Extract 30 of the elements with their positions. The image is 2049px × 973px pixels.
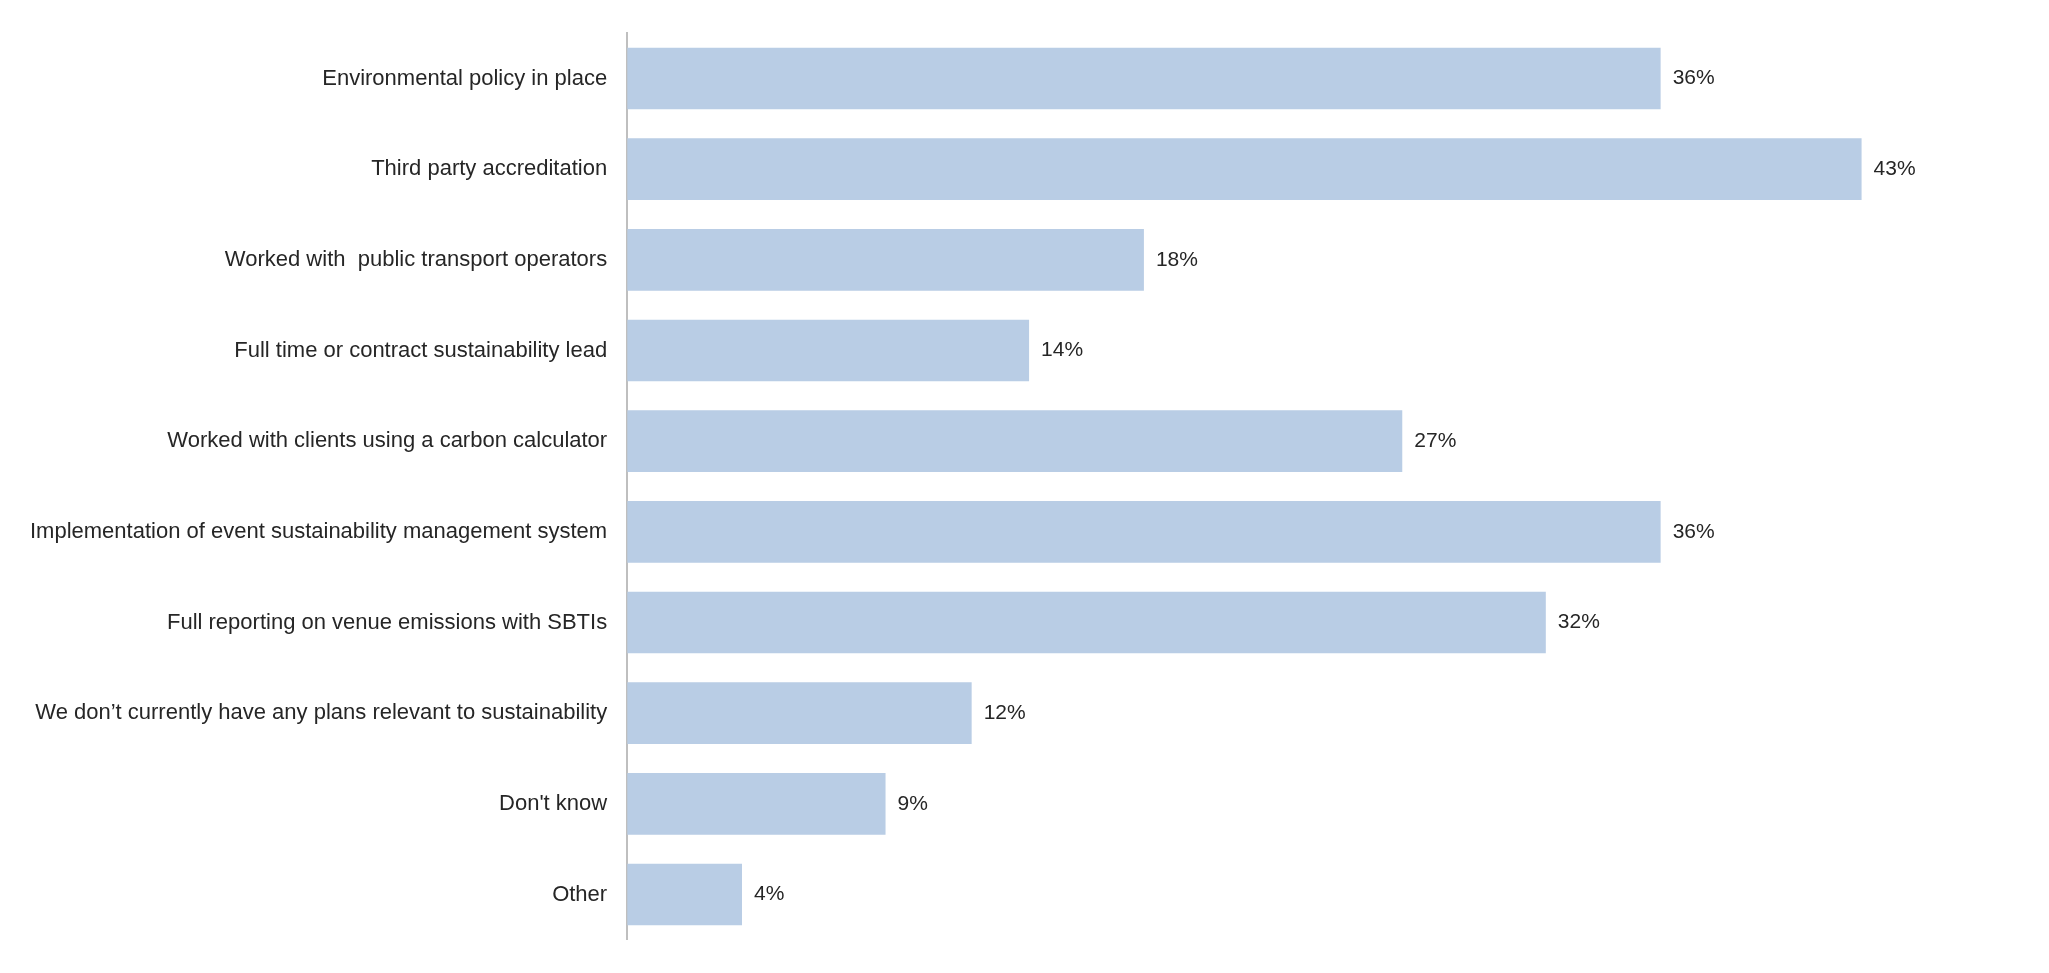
- y-tick-label: Third party accreditation: [371, 155, 608, 181]
- data-label: 36%: [1672, 65, 1715, 89]
- bar: [627, 863, 743, 926]
- bar: [627, 501, 1661, 563]
- y-tick-label: Don't know: [499, 789, 608, 815]
- data-label: 4%: [754, 881, 785, 905]
- data-label: 43%: [1873, 155, 1916, 179]
- data-label: 27%: [1414, 427, 1457, 451]
- data-label: 14%: [1041, 337, 1084, 361]
- bar: [627, 229, 1144, 291]
- data-label: 36%: [1672, 518, 1715, 542]
- data-label: 18%: [1155, 246, 1198, 270]
- bar: [627, 47, 1661, 110]
- y-tick-label: Full reporting on venue emissions with SBTIs: [166, 608, 608, 634]
- y-tick-label: Worked with clients using a carbon calculator: [167, 427, 608, 453]
- bar: [627, 138, 1862, 201]
- y-tick-label: Other: [552, 880, 608, 906]
- y-tick-label: We don’t currently have any plans relevant to sustainability: [35, 699, 608, 725]
- data-label: 12%: [983, 699, 1026, 723]
- bar: [627, 682, 972, 744]
- bar: [627, 772, 886, 835]
- y-tick-label: Worked with public transport operators: [224, 245, 608, 271]
- data-label: 9%: [897, 790, 928, 814]
- bar: [627, 591, 1546, 654]
- y-tick-label: Implementation of event sustainability management system: [29, 517, 608, 543]
- y-tick-label: Full time or contract sustainability lead: [234, 336, 608, 362]
- y-tick-label: Environmental policy in place: [322, 64, 608, 90]
- bar: [627, 410, 1403, 472]
- data-label: 32%: [1557, 609, 1600, 633]
- bar: [627, 319, 1030, 382]
